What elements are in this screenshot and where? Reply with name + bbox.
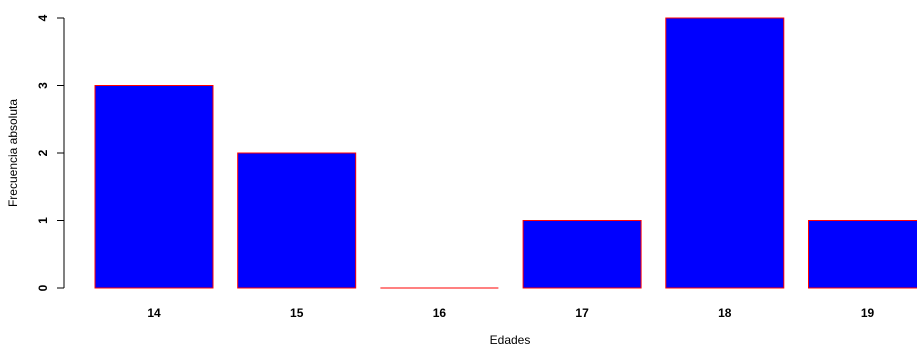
x-tick-labels: 14 15 16 17 18 19	[147, 306, 874, 320]
x-tick-label: 16	[433, 306, 447, 320]
y-tick-label: 4	[36, 14, 50, 21]
x-axis-title: Edades	[490, 333, 531, 347]
y-tick-label: 2	[36, 149, 50, 156]
x-tick-label: 14	[147, 306, 161, 320]
bar-19	[808, 220, 917, 289]
y-tick-label: 1	[36, 217, 50, 224]
y-tick-label: 3	[36, 82, 50, 89]
x-tick-label: 18	[718, 306, 732, 320]
y-axis: 0 1 2 3 4	[36, 14, 65, 291]
bar-14	[94, 85, 214, 289]
y-axis-title: Frecuencia absoluta	[6, 99, 20, 207]
bar-18	[665, 17, 785, 289]
bars-group	[94, 17, 917, 289]
bar-17	[522, 220, 642, 289]
y-tick-label: 0	[36, 284, 50, 291]
x-tick-label: 15	[290, 306, 304, 320]
x-tick-label: 19	[861, 306, 875, 320]
x-tick-label: 17	[575, 306, 589, 320]
bar-15	[237, 152, 357, 289]
